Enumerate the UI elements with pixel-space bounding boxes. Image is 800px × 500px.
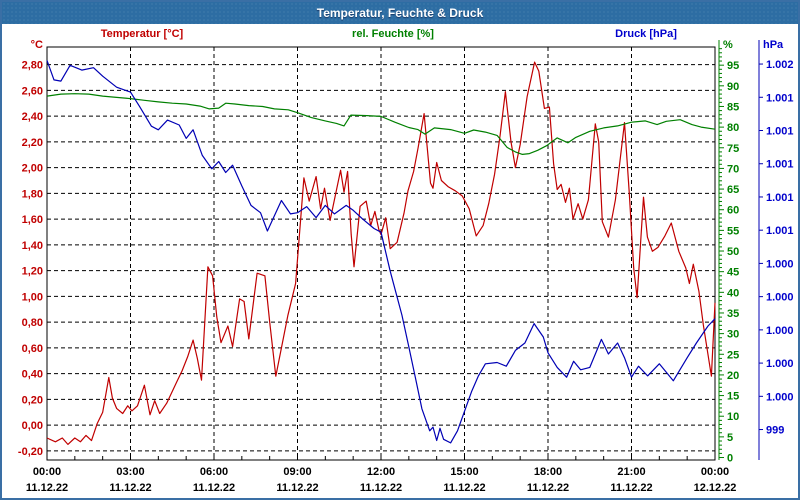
x-date-label: 11.12.22: [26, 482, 68, 494]
humidity-tick-label: 55: [727, 225, 739, 237]
title-bar: Temperatur, Feuchte & Druck: [2, 2, 798, 24]
temp-tick-label: 1,00: [22, 291, 43, 303]
temp-tick-label: 2,40: [22, 111, 43, 123]
x-time-label: 00:00: [33, 466, 61, 478]
pressure-tick-label: 1.001: [766, 225, 794, 237]
pressure-tick-label: 1.001: [766, 92, 794, 104]
humidity-tick-label: 35: [727, 308, 739, 320]
pressure-tick-label: 1.000: [766, 391, 794, 403]
x-date-label: 11.12.22: [527, 482, 569, 494]
window-title: Temperatur, Feuchte & Druck: [316, 6, 484, 20]
humidity-tick-label: 65: [727, 184, 739, 196]
temp-tick-label: 0,40: [22, 369, 43, 381]
humidity-tick-label: 40: [727, 287, 739, 299]
humidity-tick-label: 50: [727, 246, 739, 258]
pressure-tick-label: 1.001: [766, 126, 794, 138]
humidity-tick-label: 80: [727, 122, 739, 134]
x-time-label: 18:00: [534, 466, 562, 478]
temperatur-curve: [46, 61, 716, 445]
temp-tick-label: 1,60: [22, 214, 43, 226]
pressure-tick-label: 1.002: [766, 59, 794, 71]
x-time-label: 06:00: [200, 466, 228, 478]
x-time-label: 00:00: [701, 466, 729, 478]
humidity-tick-label: 20: [727, 370, 739, 382]
temp-tick-label: -0,20: [18, 446, 43, 458]
humidity-tick-label: 30: [727, 329, 739, 341]
humidity-tick-label: 15: [727, 391, 739, 403]
x-date-label: 11.12.22: [193, 482, 235, 494]
x-date-label: 11.12.22: [360, 482, 402, 494]
temp-tick-label: 2,60: [22, 85, 43, 97]
humidity-tick-label: 0: [727, 453, 733, 465]
temp-tick-label: 0,80: [22, 317, 43, 329]
temp-tick-label: 0,60: [22, 343, 43, 355]
humidity-tick-label: 5: [727, 432, 733, 444]
rel-feuchte-curve: [46, 93, 716, 155]
pressure-tick-label: 1.000: [766, 292, 794, 304]
temp-tick-label: 0,00: [22, 420, 43, 432]
pressure-axis-unit: hPa: [763, 39, 784, 51]
legend-pressure: Druck [hPa]: [615, 28, 677, 40]
pressure-tick-label: 1.001: [766, 159, 794, 171]
legend-humidity: rel. Feuchte [%]: [352, 28, 434, 40]
humidity-tick-label: 60: [727, 205, 739, 217]
humidity-tick-label: 10: [727, 411, 739, 423]
temp-tick-label: 1,80: [22, 188, 43, 200]
pressure-tick-label: 1.001: [766, 192, 794, 204]
legend-temperature: Temperatur [°C]: [100, 28, 184, 40]
druck-curve: [46, 60, 716, 444]
temp-axis-unit: °C: [30, 39, 43, 51]
humidity-axis-unit: %: [723, 39, 733, 51]
humidity-tick-label: 95: [727, 60, 739, 72]
x-date-label: 11.12.22: [610, 482, 652, 494]
plot-border: [46, 46, 716, 461]
x-time-label: 12:00: [367, 466, 395, 478]
humidity-tick-label: 90: [727, 81, 739, 93]
temp-tick-label: 2,80: [22, 60, 43, 72]
pressure-tick-label: 999: [766, 425, 784, 437]
temp-tick-label: 2,00: [22, 163, 43, 175]
x-time-label: 21:00: [617, 466, 645, 478]
temp-tick-label: 1,40: [22, 240, 43, 252]
temp-tick-label: 2,20: [22, 137, 43, 149]
x-time-label: 15:00: [450, 466, 478, 478]
pressure-tick-label: 1.000: [766, 325, 794, 337]
pressure-tick-label: 1.000: [766, 358, 794, 370]
humidity-tick-label: 75: [727, 143, 739, 155]
x-time-label: 09:00: [283, 466, 311, 478]
humidity-tick-label: 45: [727, 267, 739, 279]
x-time-label: 03:00: [116, 466, 144, 478]
x-date-label: 12.12.22: [694, 482, 737, 494]
temp-tick-label: 1,20: [22, 266, 43, 278]
x-date-label: 11.12.22: [276, 482, 318, 494]
x-date-label: 11.12.22: [109, 482, 151, 494]
x-date-label: 11.12.22: [443, 482, 485, 494]
temp-tick-label: 0,20: [22, 394, 43, 406]
humidity-tick-label: 85: [727, 101, 739, 113]
pressure-tick-label: 1.000: [766, 258, 794, 270]
humidity-tick-label: 70: [727, 163, 739, 175]
humidity-tick-label: 25: [727, 349, 739, 361]
